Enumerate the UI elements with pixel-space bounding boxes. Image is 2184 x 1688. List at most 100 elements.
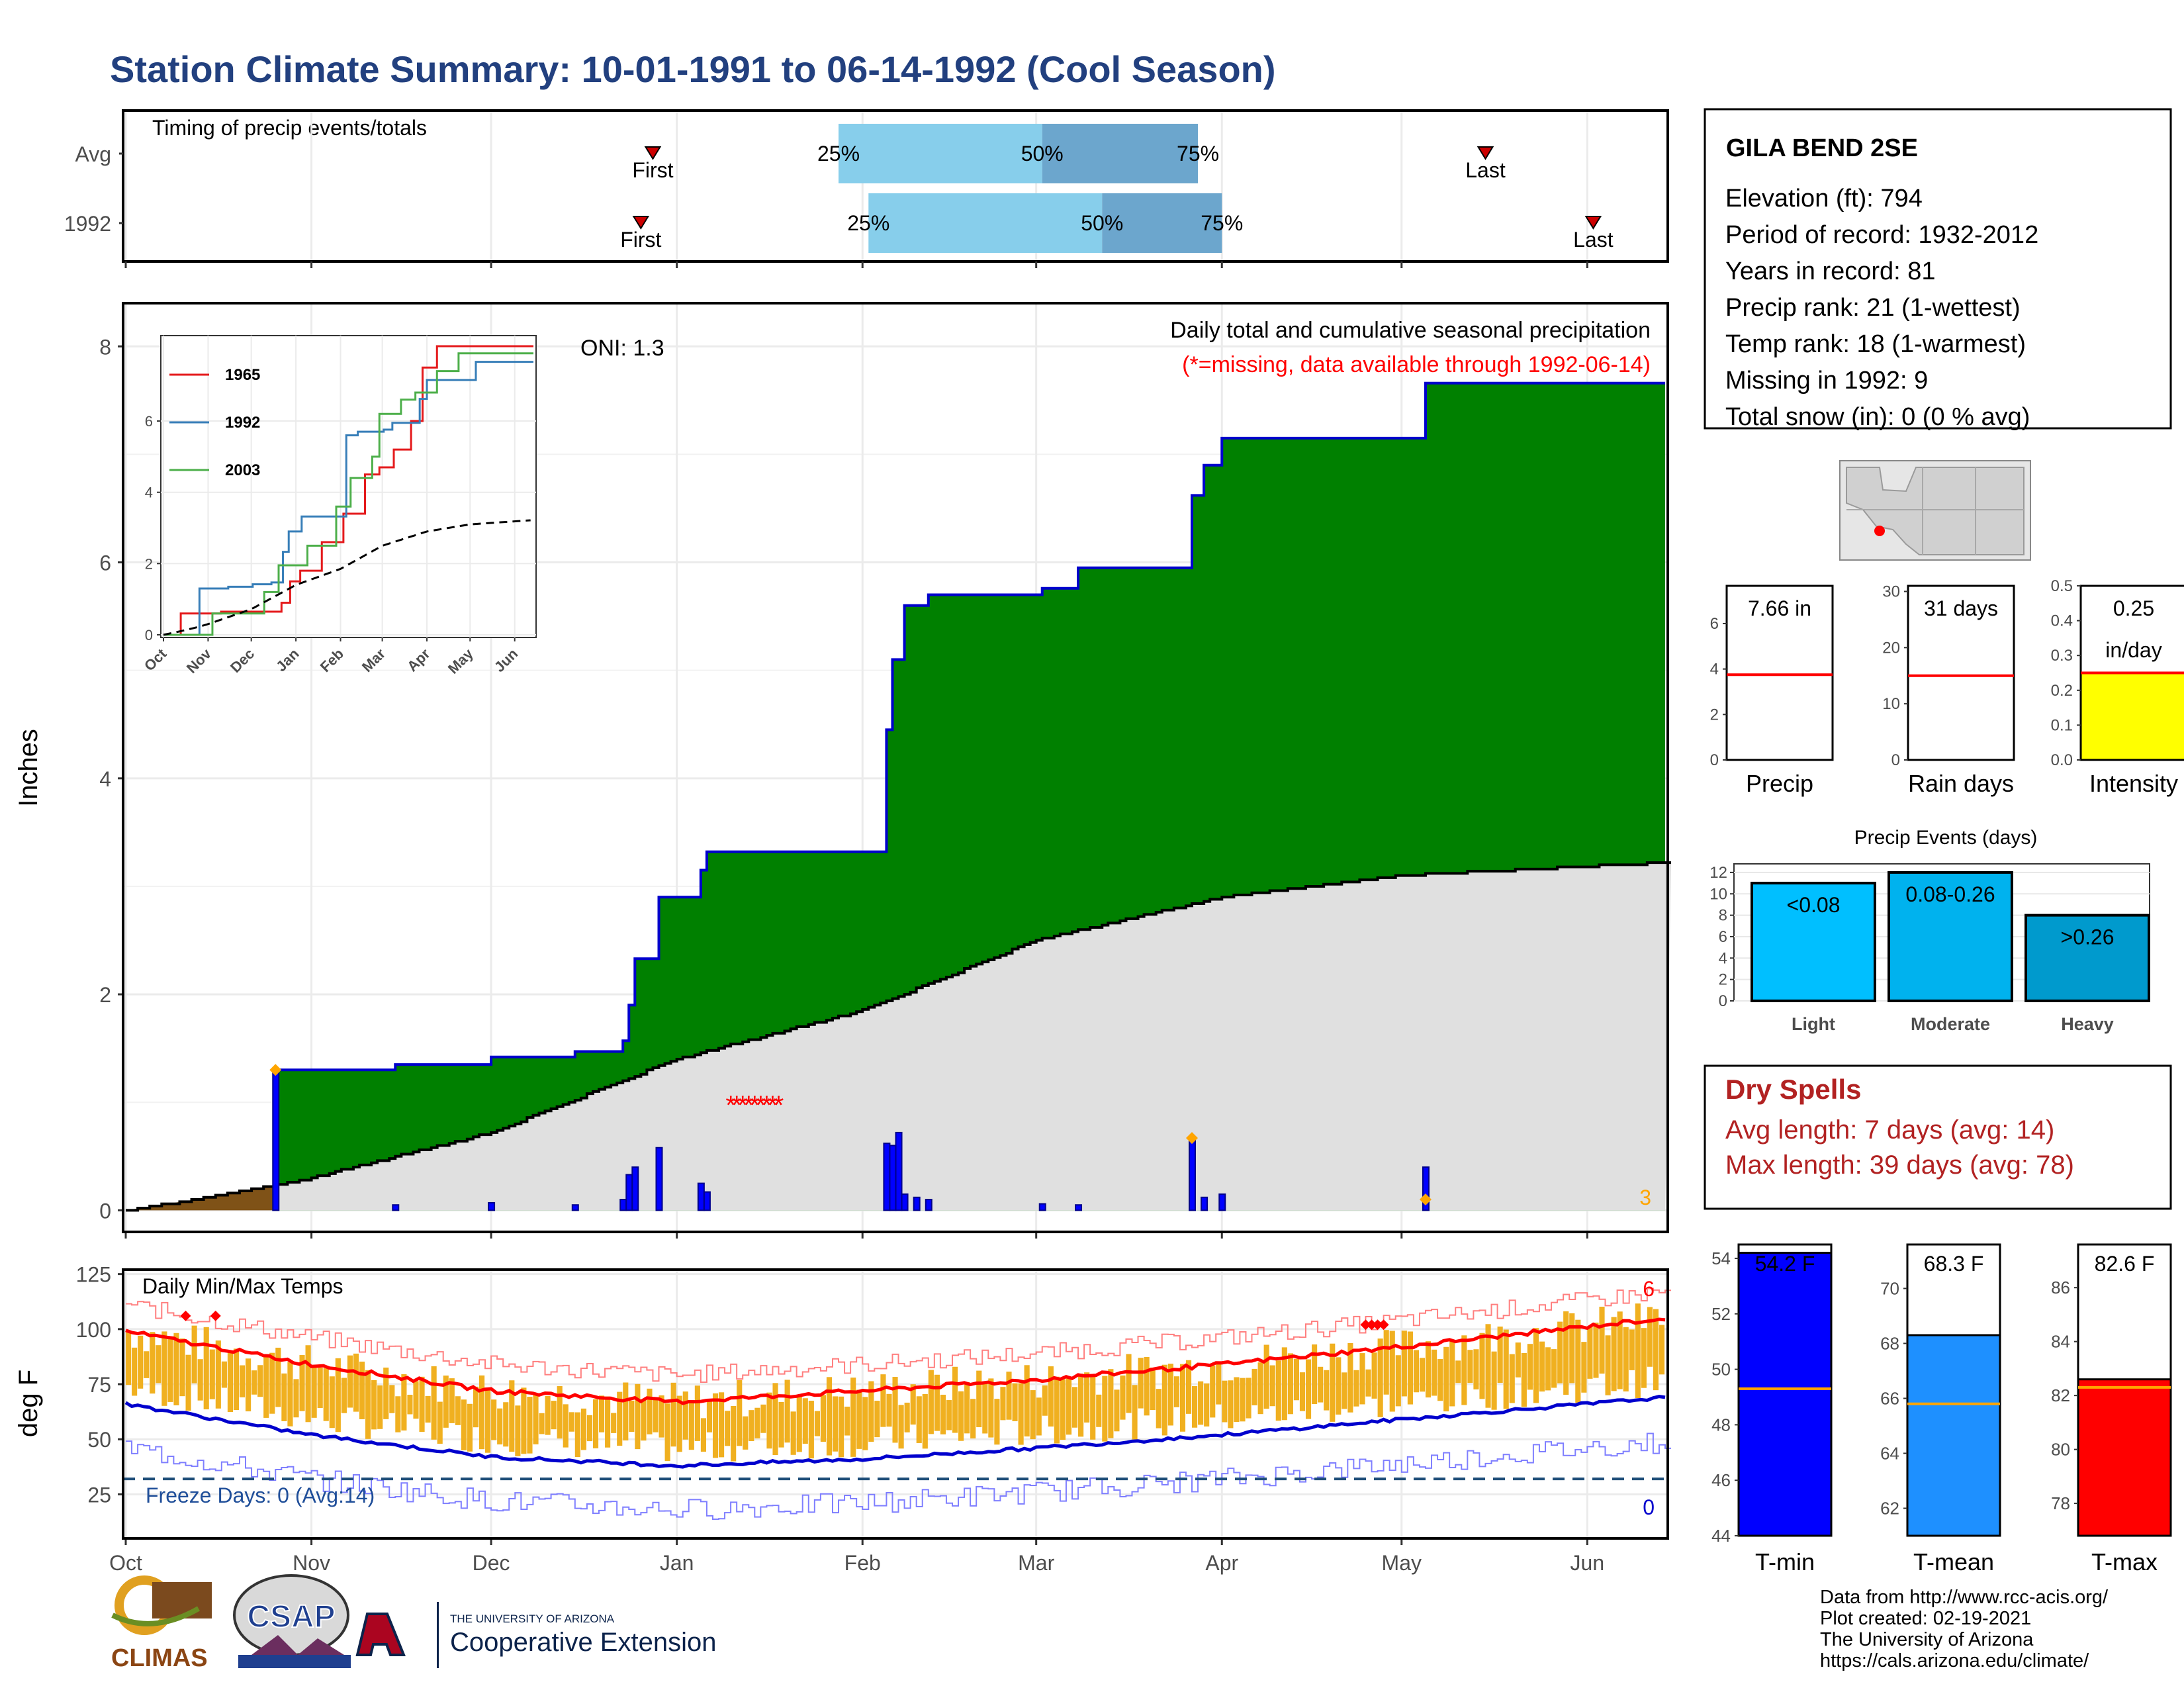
daily-temp-bar	[940, 1394, 946, 1434]
daily-temp-bar	[443, 1375, 449, 1428]
timing-panel: Timing of precip events/totals Avg 25% 50%…	[64, 109, 1669, 268]
daily-temp-bar	[796, 1395, 802, 1452]
deficit-area	[126, 1185, 276, 1211]
timing-q50: 50%	[1081, 211, 1123, 235]
daily-temp-bar	[635, 1383, 641, 1450]
daily-temp-bar	[617, 1391, 623, 1446]
temp-title: Daily Min/Max Temps	[142, 1274, 343, 1298]
daily-temp-bar	[341, 1378, 347, 1413]
tbar-label: T-min	[1755, 1548, 1815, 1575]
record-high-line	[126, 1288, 1672, 1383]
daily-temp-bar	[1455, 1360, 1461, 1383]
daily-temp-bar	[1036, 1397, 1042, 1436]
station-info-line: Years in record: 81	[1725, 258, 1936, 285]
daily-precip-bar	[889, 1145, 897, 1211]
events-ytick-label: 4	[1719, 949, 1727, 967]
daily-temp-bar	[167, 1338, 173, 1402]
daily-temp-bar	[946, 1400, 952, 1430]
timing-title: Timing of precip events/totals	[152, 116, 427, 140]
daily-precip-bar	[1218, 1193, 1226, 1211]
daily-temp-bar	[533, 1394, 539, 1444]
daily-temp-bar	[1401, 1331, 1407, 1397]
inset-legend-label: 1992	[225, 414, 260, 432]
precip-ytick-label: 2	[99, 983, 111, 1007]
daily-temp-bar	[1629, 1329, 1635, 1370]
mini-ytick-label: 0.1	[2051, 716, 2073, 734]
mini-ytick-label: 0	[1891, 751, 1900, 769]
daily-temp-bar	[754, 1407, 760, 1438]
daily-temp-bar	[383, 1367, 389, 1419]
daily-temp-bar	[353, 1353, 359, 1412]
daily-temp-bar	[1593, 1323, 1599, 1378]
missing-day-marker: *	[750, 1091, 760, 1120]
daily-temp-bar	[1090, 1376, 1096, 1440]
daily-temp-bar	[743, 1416, 749, 1450]
record-high-marker	[1360, 1319, 1371, 1331]
inset-frame	[160, 335, 537, 638]
temp-xtick-label: Oct	[109, 1551, 142, 1575]
daily-temp-bar	[629, 1400, 635, 1432]
events-bar	[2025, 914, 2150, 1002]
daily-temp-bar	[1156, 1389, 1161, 1429]
daily-temp-bar	[347, 1355, 353, 1408]
daily-temp-bar	[1192, 1386, 1198, 1428]
heavy-event-marker	[1419, 1194, 1432, 1206]
daily-temp-bar	[766, 1392, 772, 1449]
daily-temp-bar	[731, 1405, 737, 1462]
daily-temp-bar	[856, 1389, 862, 1449]
daily-temp-bar	[1479, 1333, 1485, 1399]
daily-temp-bar	[1527, 1344, 1533, 1390]
cumulative-outline	[274, 381, 1665, 1211]
daily-precip-bar	[697, 1182, 705, 1211]
daily-temp-bar	[1437, 1359, 1443, 1401]
events-bar-label: <0.08	[1787, 893, 1841, 917]
daily-temp-bar	[790, 1411, 796, 1455]
precip-ylabel: Inches	[14, 729, 43, 807]
daily-temp-bar	[1018, 1383, 1024, 1445]
inset-ytick-label: 6	[145, 413, 153, 430]
daily-temp-bar	[179, 1338, 185, 1397]
daily-precip-bar	[925, 1199, 933, 1211]
daily-temp-bar	[641, 1399, 647, 1441]
timing-q75: 75%	[1177, 142, 1219, 165]
mini-ytick-label: 0.5	[2051, 577, 2073, 595]
inset-series-line	[163, 352, 533, 636]
daily-temp-bar	[1312, 1344, 1318, 1404]
record-high-marker	[180, 1310, 191, 1321]
daily-temp-bar	[1395, 1355, 1401, 1407]
daily-temp-bar	[215, 1340, 221, 1409]
daily-temp-bar	[1144, 1357, 1150, 1416]
daily-temp-bar	[1443, 1346, 1449, 1412]
daily-temp-bar	[377, 1385, 383, 1429]
daily-temp-bar	[772, 1383, 778, 1456]
daily-temp-bar	[1383, 1330, 1389, 1395]
daily-temp-bar	[126, 1331, 132, 1385]
daily-temp-bar	[1449, 1340, 1455, 1407]
mini-value-unit: in/day	[2105, 638, 2161, 662]
daily-temp-bar	[970, 1399, 976, 1439]
daily-temp-bar	[1222, 1380, 1228, 1423]
mini-value-text: 0.25	[2113, 596, 2154, 620]
events-bar-label: 0.08-0.26	[1905, 882, 1995, 906]
daily-temp-bar	[1234, 1377, 1240, 1423]
daily-temp-bar	[491, 1399, 497, 1440]
tbar-ytick-label: 84	[2051, 1332, 2070, 1352]
daily-temp-bar	[1653, 1309, 1659, 1391]
temp-ytick-label: 125	[76, 1263, 111, 1287]
daily-temp-bar	[749, 1410, 754, 1442]
daily-precip-bar	[625, 1174, 633, 1211]
events-title: Precip Events (days)	[1854, 827, 2038, 849]
daily-precip-bar	[619, 1199, 627, 1211]
missing-day-marker: *	[737, 1091, 748, 1120]
missing-note: (*=missing, data available through 1992-…	[1182, 352, 1651, 377]
locator-map	[1839, 460, 2031, 561]
inset-series-line	[163, 361, 533, 636]
daily-temp-bar	[1269, 1365, 1275, 1407]
dry-avg: Avg length: 7 days (avg: 14)	[1725, 1115, 2054, 1145]
events-ytick-label: 10	[1709, 885, 1727, 903]
temp-frame	[122, 1268, 1669, 1540]
daily-temp-bar	[586, 1415, 593, 1442]
daily-temp-bar	[1024, 1365, 1030, 1436]
daily-temp-bar	[515, 1405, 521, 1456]
credit-line: Plot created: 02-19-2021	[1820, 1608, 2031, 1629]
